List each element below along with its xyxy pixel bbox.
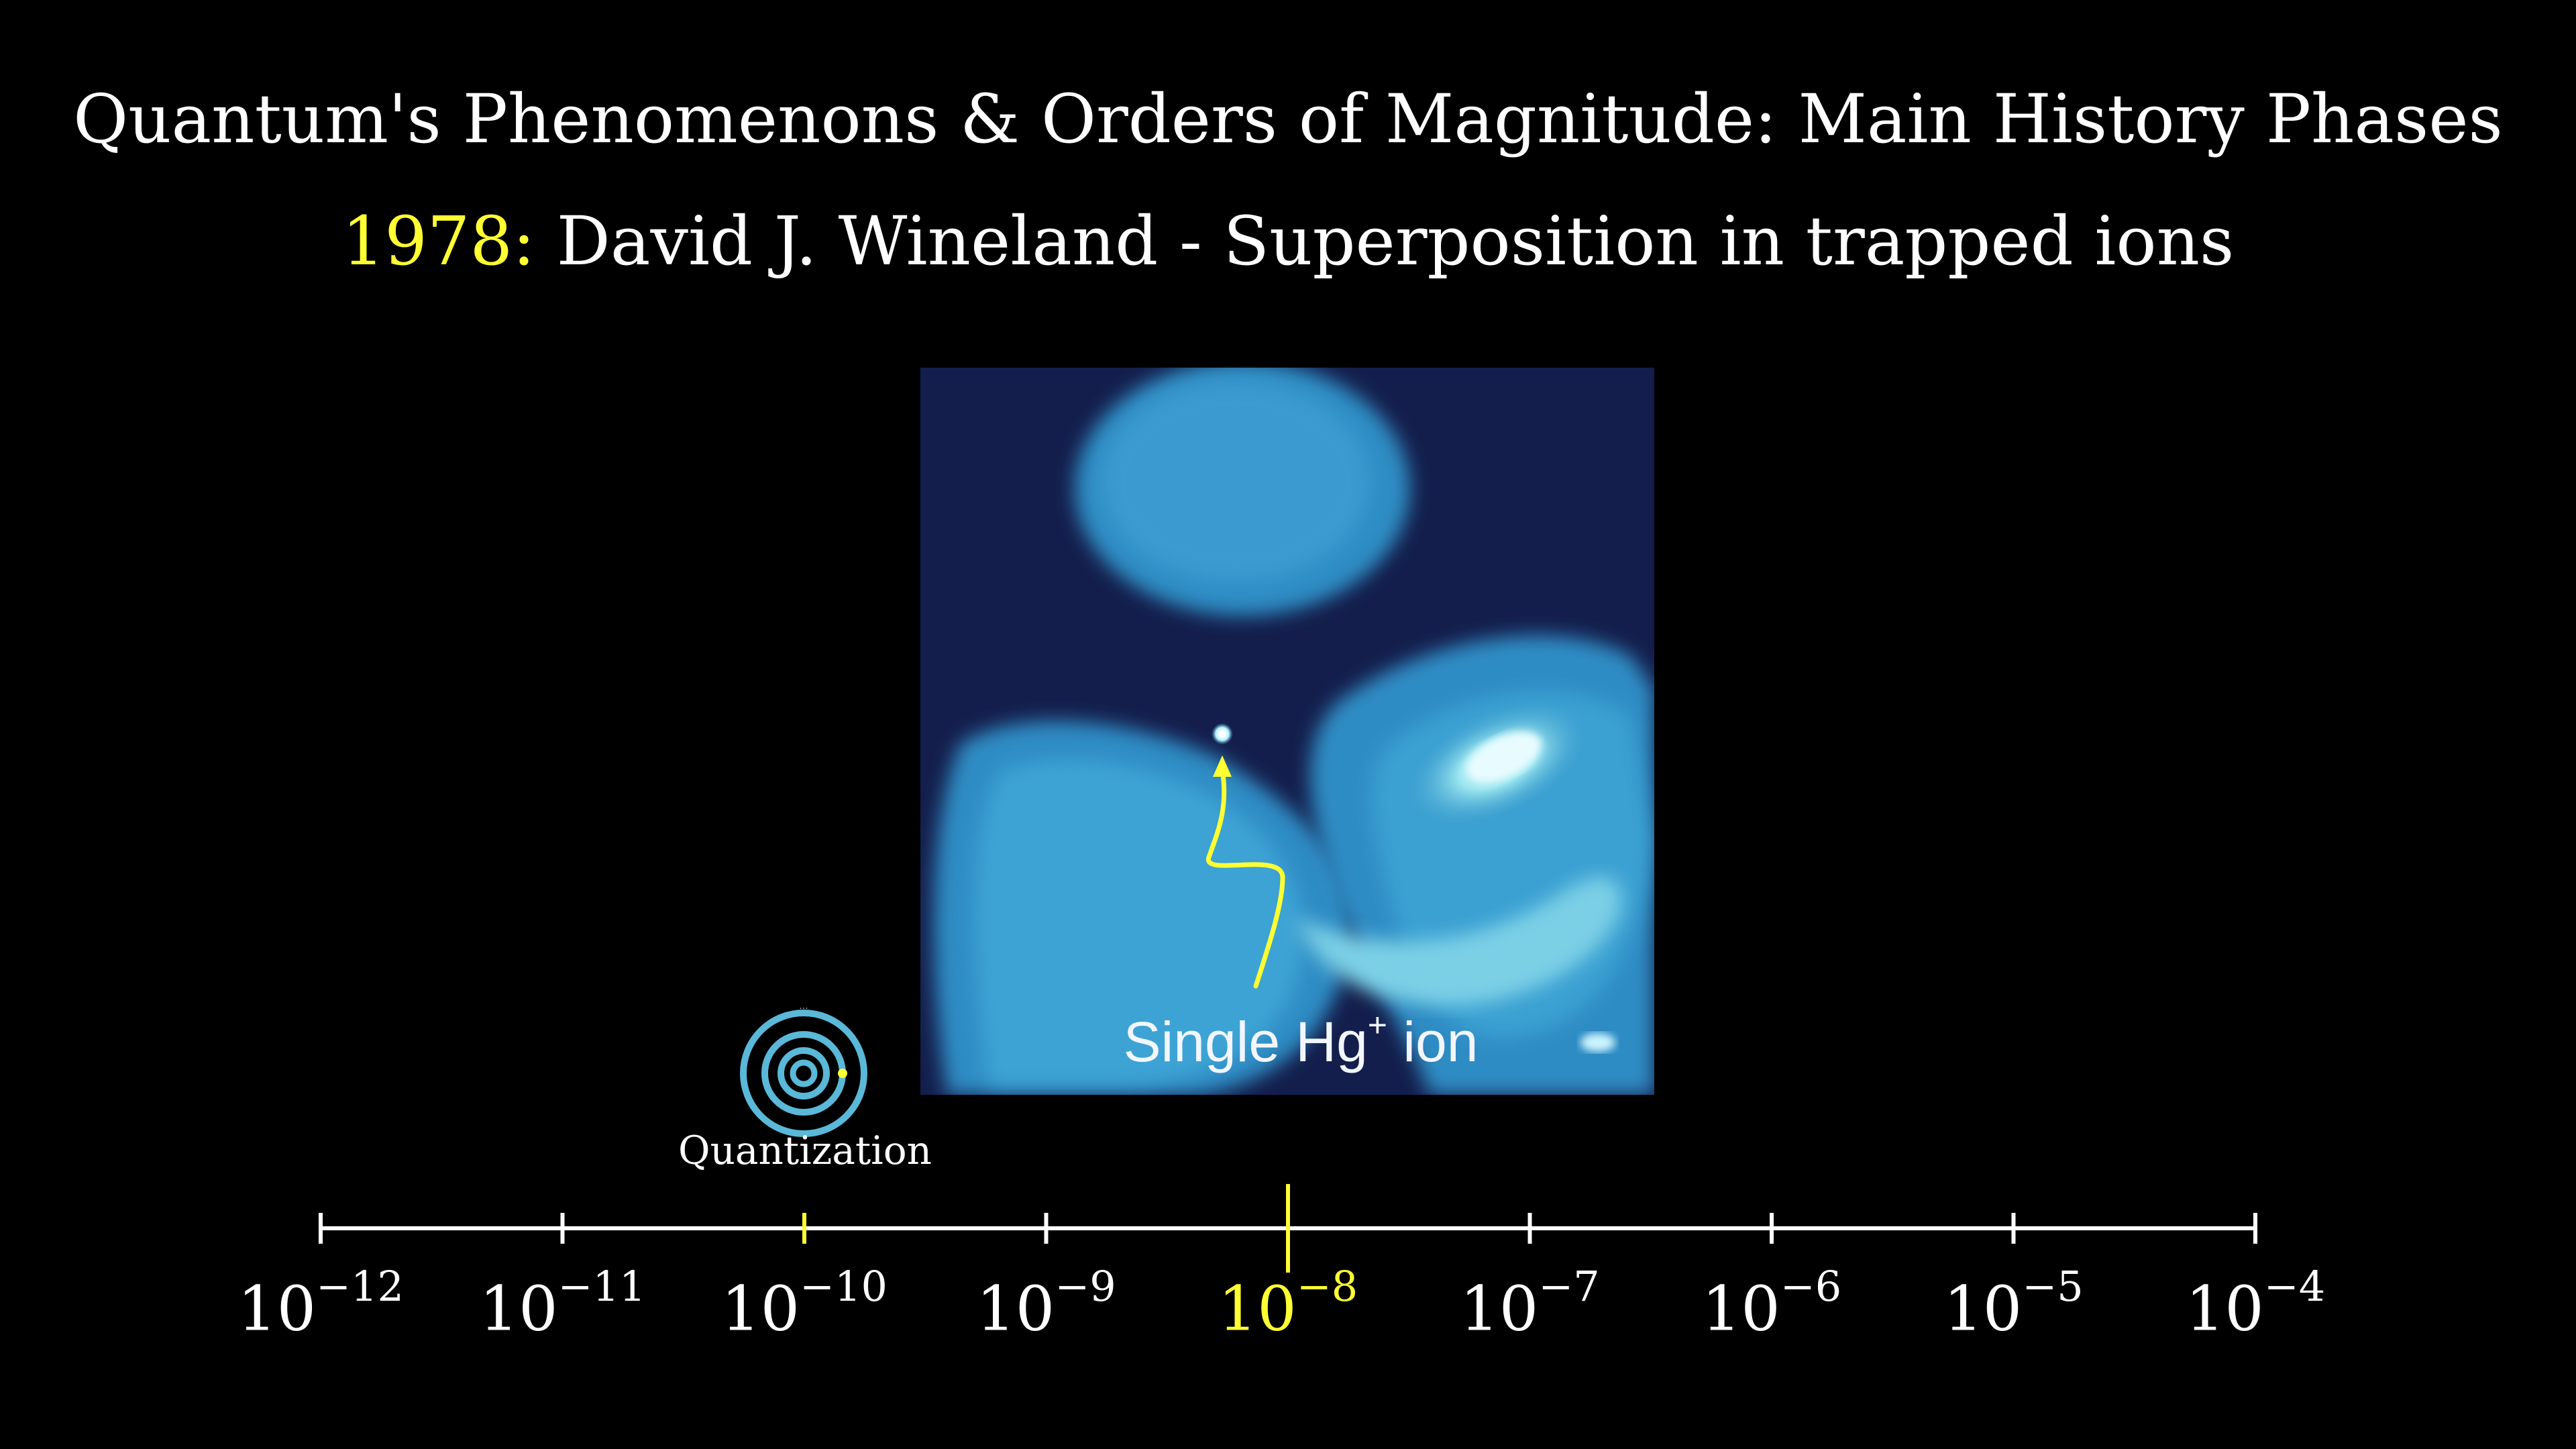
trapped-ion-photo <box>920 368 1654 1095</box>
tick-label: 10−12 <box>237 1262 404 1345</box>
tick-label: 10−6 <box>1701 1262 1842 1345</box>
ion-caption: Single Hg+ ion <box>1123 1006 1479 1073</box>
tick-label: 10−8 <box>1218 1262 1358 1345</box>
subtitle-text: David J. Wineland - Superposition in tra… <box>556 202 2235 280</box>
svg-text:...: ... <box>799 1001 808 1012</box>
slide-title: Quantum's Phenomenons & Orders of Magnit… <box>73 80 2503 158</box>
tick-label: 10−11 <box>479 1262 646 1345</box>
ion-arrow <box>1206 767 1285 989</box>
magnitude-axis <box>319 1184 2257 1273</box>
tick-label: 10−7 <box>1460 1262 1600 1345</box>
tick-label: 10−9 <box>976 1262 1116 1345</box>
tick-label: 10−10 <box>721 1262 888 1345</box>
marker-label: Quantization <box>678 1128 932 1173</box>
slide-subtitle: 1978: David J. Wineland - Superposition … <box>0 201 2576 282</box>
atom-orbits-icon: ... <box>731 1000 879 1154</box>
tick-label: 10−4 <box>2185 1262 2326 1345</box>
tick-label: 10−5 <box>1943 1262 2084 1345</box>
subtitle-year: 1978: <box>341 202 535 280</box>
